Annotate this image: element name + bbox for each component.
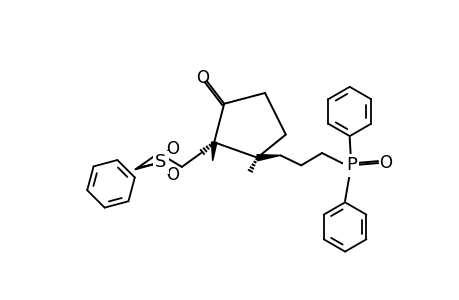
Polygon shape: [211, 142, 216, 161]
Text: O: O: [166, 167, 179, 184]
Text: O: O: [196, 69, 209, 87]
Polygon shape: [257, 154, 280, 161]
Text: S: S: [155, 153, 166, 171]
Text: O: O: [378, 154, 391, 172]
Text: O: O: [166, 140, 179, 158]
Text: P: P: [345, 156, 356, 174]
